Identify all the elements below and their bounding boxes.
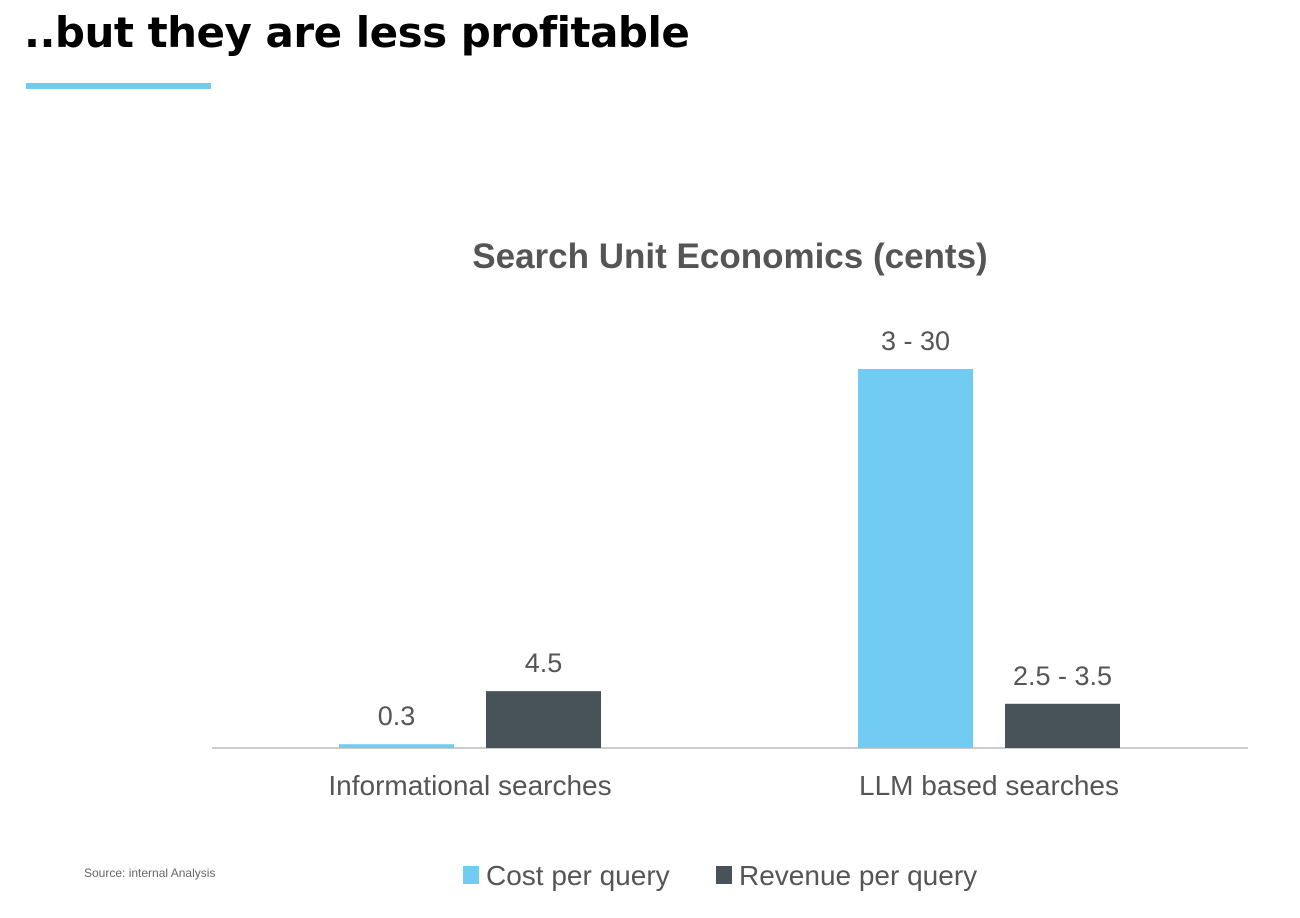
bar-cost-1 xyxy=(858,369,973,748)
title-underline xyxy=(26,83,211,89)
data-label-revenue-0: 4.5 xyxy=(525,648,563,678)
data-label-cost-1: 3 - 30 xyxy=(881,326,950,356)
source-note: Source: internal Analysis xyxy=(84,866,216,880)
slide-title: ..but they are less profitable xyxy=(24,8,690,57)
chart-title: Search Unit Economics (cents) xyxy=(472,237,987,276)
data-label-cost-0: 0.3 xyxy=(378,701,416,731)
bar-cost-0 xyxy=(339,744,454,748)
x-tick-label-1: LLM based searches xyxy=(859,770,1119,801)
legend-swatch-0 xyxy=(463,866,479,884)
bar-revenue-0 xyxy=(486,691,601,748)
data-label-revenue-1: 2.5 - 3.5 xyxy=(1013,661,1112,691)
legend-swatch-1 xyxy=(716,866,732,884)
bar-revenue-1 xyxy=(1005,703,1120,748)
legend-label-1: Revenue per query xyxy=(739,860,977,891)
legend-label-0: Cost per query xyxy=(486,860,670,891)
x-tick-label-0: Informational searches xyxy=(328,770,611,801)
